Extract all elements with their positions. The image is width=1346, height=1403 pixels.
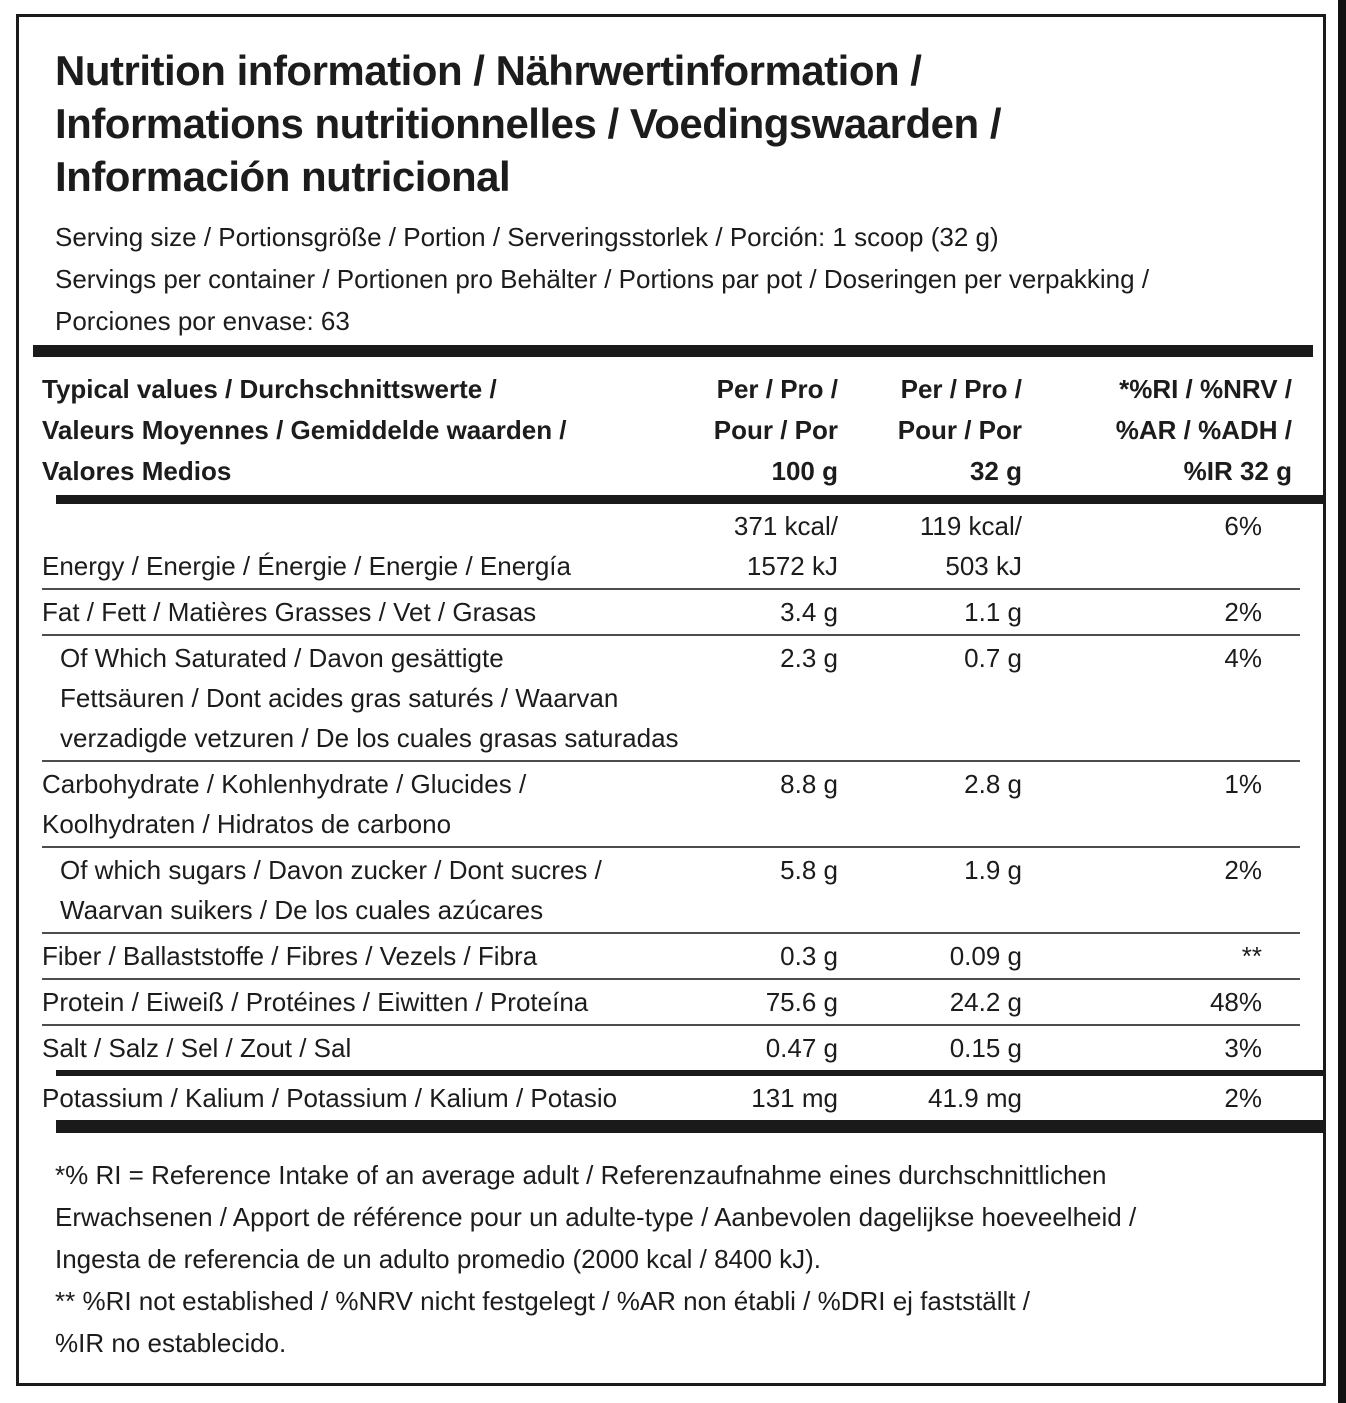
header-per-100g: Per / Pro / Pour / Por 100 g [713, 374, 838, 486]
table-row-carbohydrate: Carbohydrate / Kohlenhydrate / Glucides … [42, 762, 1292, 846]
row-value-ri: 4% [1224, 643, 1262, 673]
row-value-ri: 2% [1224, 597, 1262, 627]
footnotes: *% RI = Reference Intake of an average a… [55, 1154, 1297, 1364]
row-value-per-100g: 8.8 g [780, 769, 838, 799]
separator-bar-bottom [56, 1120, 1323, 1133]
row-value-ri: 1% [1224, 769, 1262, 799]
row-label: Of which sugars / Davon zucker / Dont su… [60, 855, 602, 925]
table-row-sugars: Of which sugars / Davon zucker / Dont su… [42, 848, 1292, 932]
row-value-per-32g: 24.2 g [949, 987, 1022, 1017]
table-row-salt: Salt / Salz / Sel / Zout / Sal 0.47 g 0.… [42, 1026, 1292, 1070]
row-divider [42, 634, 1300, 636]
row-label: Energy / Energie / Énergie / Energie / E… [42, 551, 571, 581]
row-divider [42, 760, 1300, 762]
row-value-per-32g: 41.9 mg [928, 1083, 1022, 1113]
row-value-per-100g: 2.3 g [780, 643, 838, 673]
table-row-energy: Energy / Energie / Énergie / Energie / E… [42, 504, 1292, 588]
row-value-per-100g: 3.4 g [780, 597, 838, 627]
row-value-per-32g: 119 kcal/ 503 kJ [919, 511, 1022, 581]
row-value-per-32g: 0.09 g [949, 941, 1022, 971]
row-divider [42, 846, 1300, 848]
row-label: Potassium / Kalium / Potassium / Kalium … [42, 1083, 618, 1113]
row-value-ri: ** [1241, 941, 1262, 971]
row-value-per-100g: 371 kcal/ 1572 kJ [733, 511, 838, 581]
row-label: Salt / Salz / Sel / Zout / Sal [42, 1033, 352, 1063]
row-label: Protein / Eiweiß / Protéines / Eiwitten … [42, 987, 589, 1017]
row-value-ri: 3% [1224, 1033, 1262, 1063]
row-divider [42, 1024, 1300, 1026]
row-value-per-100g: 0.3 g [780, 941, 838, 971]
row-value-per-100g: 75.6 g [765, 987, 838, 1017]
table-row-fat: Fat / Fett / Matières Grasses / Vet / Gr… [42, 590, 1292, 634]
header-per-32g: Per / Pro / Pour / Por 32 g [897, 374, 1022, 486]
separator-bar-top [33, 345, 1313, 357]
row-label: Carbohydrate / Kohlenhydrate / Glucides … [42, 769, 527, 839]
nutrition-table: Typical values / Durchschnittswerte / Va… [42, 369, 1323, 1133]
table-row-saturated-fat: Of Which Saturated / Davon gesättigte Fe… [42, 636, 1292, 760]
row-value-per-32g: 0.7 g [964, 643, 1022, 673]
table-row-fiber: Fiber / Ballaststoffe / Fibres / Vezels … [42, 934, 1292, 978]
row-value-ri: 6% [1224, 511, 1262, 541]
row-value-ri: 48% [1209, 987, 1262, 1017]
row-value-per-100g: 131 mg [751, 1083, 838, 1113]
separator-bar-salt [56, 1070, 1323, 1076]
row-value-ri: 2% [1224, 855, 1262, 885]
nutrition-label-panel: Nutrition information / Nährwertinformat… [16, 14, 1326, 1386]
footnote-reference-intake: *% RI = Reference Intake of an average a… [55, 1160, 1137, 1274]
header-typical-values: Typical values / Durchschnittswerte / Va… [42, 374, 567, 486]
row-divider [42, 588, 1300, 590]
row-value-per-100g: 5.8 g [780, 855, 838, 885]
image-right-edge-strip [1338, 0, 1346, 1403]
row-value-per-32g: 2.8 g [964, 769, 1022, 799]
row-value-per-100g: 0.47 g [765, 1033, 838, 1063]
row-value-per-32g: 1.9 g [964, 855, 1022, 885]
serving-info: Serving size / Portionsgröße / Portion /… [55, 216, 1297, 342]
table-row-potassium: Potassium / Kalium / Potassium / Kalium … [42, 1076, 1292, 1120]
row-divider [42, 978, 1300, 980]
footnote-not-established: ** %RI not established / %NRV nicht fest… [55, 1286, 1030, 1358]
row-label: Of Which Saturated / Davon gesättigte Fe… [60, 643, 679, 753]
row-label: Fat / Fett / Matières Grasses / Vet / Gr… [42, 597, 537, 627]
servings-per-container-text: Servings per container / Portionen pro B… [55, 264, 1150, 336]
table-header-row: Typical values / Durchschnittswerte / Va… [42, 369, 1292, 492]
row-value-per-32g: 0.15 g [949, 1033, 1022, 1063]
row-label: Fiber / Ballaststoffe / Fibres / Vezels … [42, 941, 538, 971]
serving-size-text: Serving size / Portionsgröße / Portion /… [55, 222, 999, 252]
row-divider [42, 932, 1300, 934]
row-value-per-32g: 1.1 g [964, 597, 1022, 627]
row-value-ri: 2% [1224, 1083, 1262, 1113]
header-reference-intake: *%RI / %NRV / %AR / %ADH / %IR 32 g [1115, 374, 1292, 486]
page-title: Nutrition information / Nährwertinformat… [55, 47, 1002, 200]
separator-bar-header [56, 495, 1323, 504]
table-row-protein: Protein / Eiweiß / Protéines / Eiwitten … [42, 980, 1292, 1024]
